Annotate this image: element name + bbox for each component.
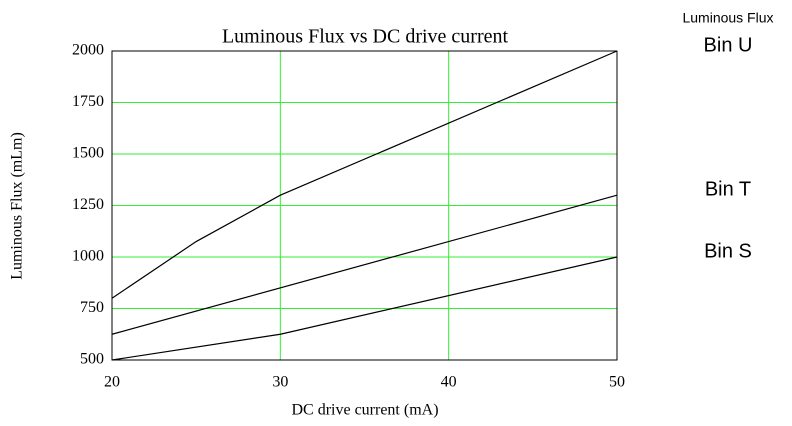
- legend-title: Luminous Flux: [682, 10, 773, 26]
- y-tick-label: 2000: [72, 42, 104, 59]
- x-axis-label: DC drive current (mA): [291, 402, 438, 419]
- chart-title: Luminous Flux vs DC drive current: [222, 26, 509, 48]
- y-axis-label: Luminous Flux (mLm): [9, 132, 26, 280]
- x-tick-label: 30: [272, 374, 288, 391]
- legend-label: Bin U: [704, 34, 753, 56]
- y-tick-label: 1750: [72, 93, 104, 110]
- series-line: [111, 50, 618, 299]
- x-tick-label: 50: [609, 374, 625, 391]
- y-tick-label: 500: [80, 351, 104, 368]
- legend-label: Bin T: [705, 178, 751, 200]
- legend-label: Bin S: [704, 240, 752, 262]
- y-tick-label: 1250: [72, 196, 104, 213]
- x-tick-label: 40: [441, 374, 457, 391]
- y-tick-label: 750: [80, 299, 104, 316]
- y-tick-label: 1500: [72, 145, 104, 162]
- x-tick-label: 20: [104, 374, 120, 391]
- series-line: [111, 256, 618, 361]
- y-tick-label: 1000: [72, 248, 104, 265]
- series-line: [111, 194, 618, 335]
- plot-frame: [111, 50, 618, 361]
